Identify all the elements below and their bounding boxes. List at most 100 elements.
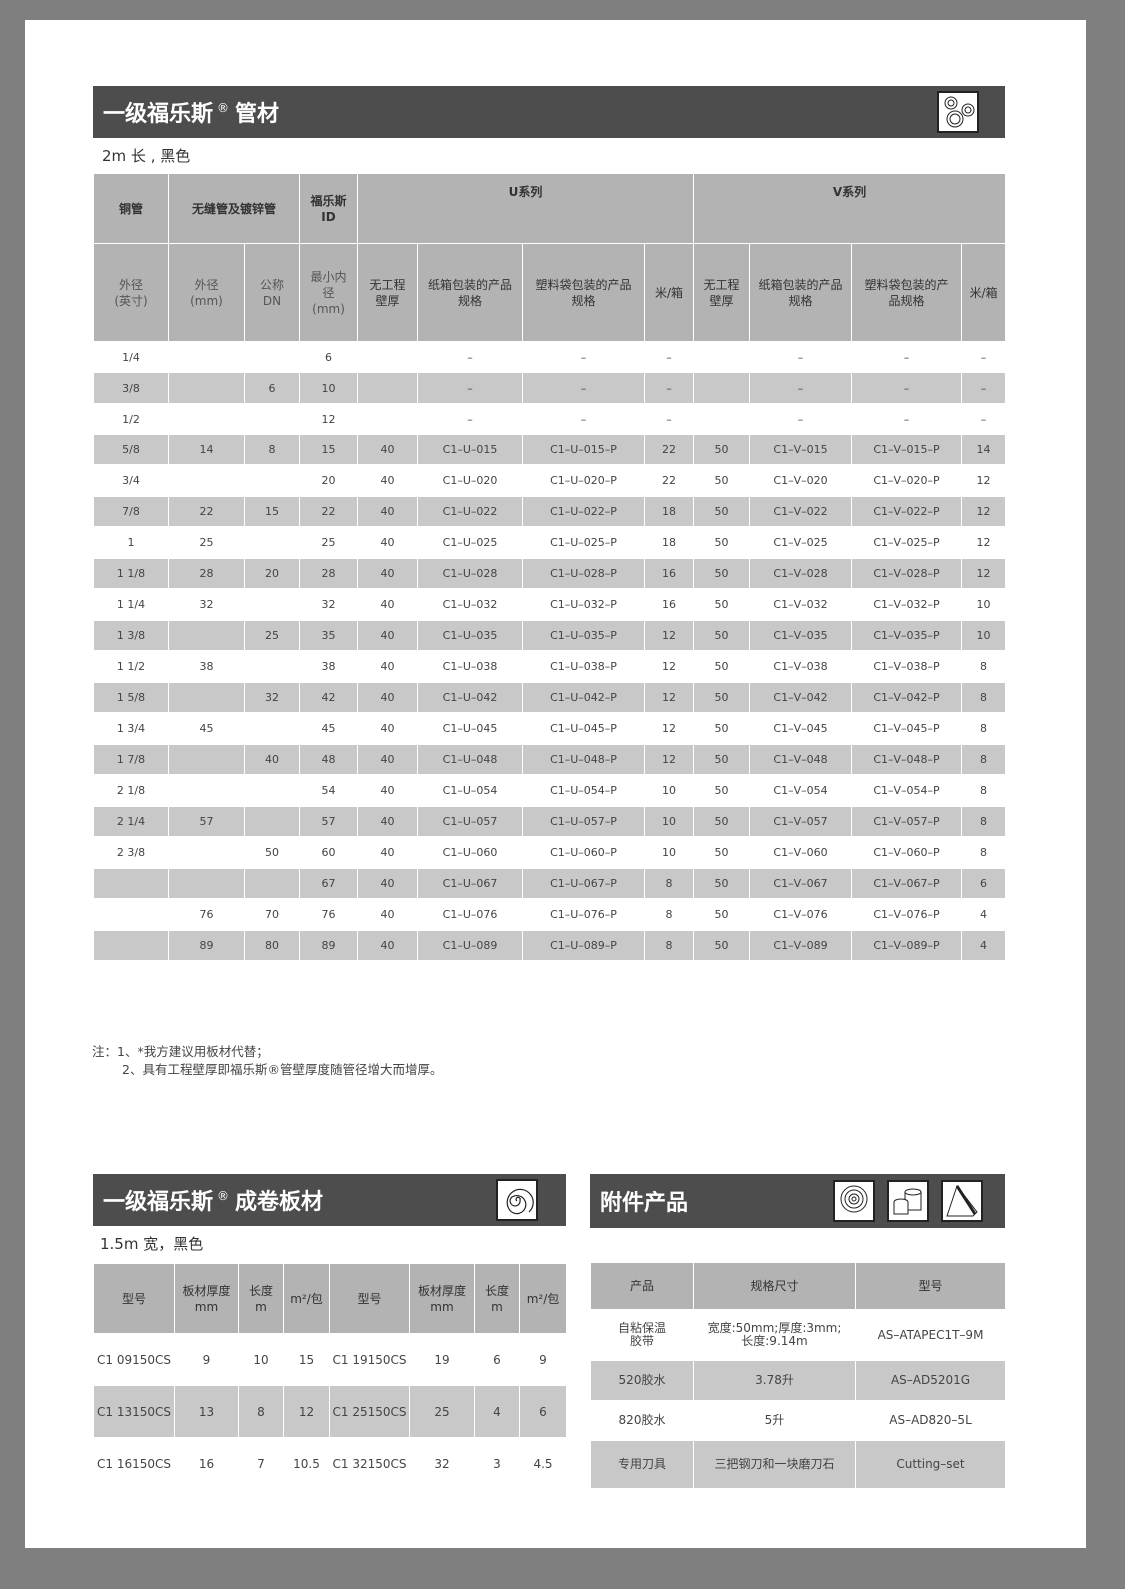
table-cell: C1–U–054: [417, 774, 524, 807]
table-row: C1 13150CS 13 8 12 C1 25150CS 25 4 6: [93, 1385, 567, 1438]
table-cell: 89: [299, 930, 359, 961]
table-cell: –: [417, 403, 524, 435]
table-cell: C1–U–054–P: [522, 774, 646, 807]
table-cell: 25: [168, 526, 245, 559]
table-cell: [243, 650, 301, 683]
column-header: 板材厚度 mm: [174, 1263, 239, 1334]
table-cell: [357, 341, 419, 373]
table-cell: C1 32150CS: [329, 1437, 410, 1490]
table-cell: 40: [357, 836, 419, 869]
table-cell: 1: [93, 526, 169, 559]
table-cell: 12: [644, 620, 695, 651]
table-cell: 8: [961, 744, 1007, 775]
column-header: 规格尺寸: [693, 1262, 856, 1310]
table-cell: C1–V–038–P: [851, 650, 963, 683]
table-cell: 32: [243, 682, 301, 713]
table-cell: C1–V–015: [749, 434, 853, 465]
table-cell: 4.5: [519, 1437, 567, 1490]
table-cell: C1–U–045–P: [522, 712, 646, 745]
table-cell: 40: [357, 620, 419, 651]
table-cell: C1–U–022–P: [522, 496, 646, 527]
table-cell: C1–U–060–P: [522, 836, 646, 869]
table-row: 2 3/8 50 60 40 C1–U–060 C1–U–060–P 10 50 C1–V–06…: [93, 836, 1007, 869]
table-cell: AS–AD820–5L: [855, 1400, 1006, 1441]
table-cell: C1–V–022–P: [851, 496, 963, 527]
table-cell: 45: [168, 712, 245, 745]
table-cell: –: [961, 403, 1007, 435]
table-cell: 2 3/8: [93, 836, 169, 869]
table-row: 820胶水 5升 AS–AD820–5L: [590, 1400, 1006, 1441]
table-cell: 18: [644, 526, 695, 559]
table-cell: C1–U–057–P: [522, 806, 646, 837]
table-cell: AS–ATAPEC1T–9M: [855, 1309, 1006, 1361]
table-row: 1/4 6– – – – – –: [93, 341, 1007, 373]
table-cell: C1–V–032: [749, 588, 853, 621]
table-cell: 57: [168, 806, 245, 837]
table-cell: 5/8: [93, 434, 169, 465]
registered-mark: ®: [217, 101, 230, 115]
table-cell: [168, 744, 245, 775]
table-cell: 8: [644, 868, 695, 899]
table-cell: 3.78升: [693, 1360, 856, 1401]
table-row: 7/8 22 15 22 40 C1–U–022 C1–U–022–P 18 50 C1–V–02…: [93, 496, 1007, 527]
table-cell: –: [522, 341, 646, 373]
column-header: 外径 (mm): [168, 243, 245, 342]
table-cell: 38: [299, 650, 359, 683]
table-cell: C1–U–022: [417, 496, 524, 527]
table-cell: [243, 868, 301, 899]
notes: 注：1、*我方建议用板材代替； 2、具有工程壁厚即福乐斯®管壁厚度随管径增大而增…: [92, 1043, 442, 1079]
table-cell: 40: [357, 744, 419, 775]
sheet-title: 一级福乐斯: [103, 1190, 214, 1215]
header-seamless: 无缝管及镀锌管: [167, 173, 301, 244]
table-cell: 13: [174, 1385, 239, 1438]
knife-icon: [941, 1180, 983, 1222]
table-cell: 1/2: [93, 403, 169, 435]
table-cell: 45: [299, 712, 359, 745]
table-cell: C1–U–076–P: [522, 898, 646, 931]
roll-icon: [496, 1179, 538, 1221]
table-cell: 25: [299, 526, 359, 559]
table-cell: C1–U–048: [417, 744, 524, 775]
table-cell: C1–U–076: [417, 898, 524, 931]
table-cell: 10: [644, 806, 695, 837]
column-header: 纸箱包装的产品 规格: [417, 243, 524, 342]
table-cell: C1–V–032–P: [851, 588, 963, 621]
glue-can-icon: [887, 1180, 929, 1222]
table-cell: 2 1/8: [93, 774, 169, 807]
table-cell: 67: [299, 868, 359, 899]
table-cell: 40: [357, 434, 419, 465]
table-cell: C1–V–020–P: [851, 464, 963, 497]
table-cell: C1–V–015–P: [851, 434, 963, 465]
table-cell: C1–U–032: [417, 588, 524, 621]
table-cell: 专用刀具: [590, 1440, 694, 1489]
header-u-series: U系列: [357, 173, 695, 244]
table-cell: 10: [961, 620, 1007, 651]
table-cell: 4: [961, 930, 1007, 961]
table-cell: –: [749, 372, 853, 404]
note-1: 注：1、*我方建议用板材代替；: [92, 1044, 269, 1059]
table-cell: 8: [644, 930, 695, 961]
table-cell: 4: [474, 1385, 520, 1438]
table-cell: 1 5/8: [93, 682, 169, 713]
table-cell: 9: [519, 1333, 567, 1386]
table-cell: 10.5: [283, 1437, 330, 1490]
table-cell: [168, 682, 245, 713]
table-cell: 1 3/4: [93, 712, 169, 745]
table-cell: 6: [474, 1333, 520, 1386]
table-cell: 8: [961, 712, 1007, 745]
table-cell: 12: [644, 682, 695, 713]
table-cell: 50: [693, 712, 751, 745]
table-cell: 40: [357, 464, 419, 497]
table-cell: 19: [409, 1333, 475, 1386]
table-row: 1/2 12– – – – – –: [93, 403, 1007, 435]
table-cell: 1 7/8: [93, 744, 169, 775]
table-cell: C1–U–025–P: [522, 526, 646, 559]
table-cell: C1–V–042–P: [851, 682, 963, 713]
column-header: 最小内 径 (mm): [299, 243, 359, 342]
table-cell: [168, 341, 245, 373]
table-cell: C1–U–060: [417, 836, 524, 869]
table-cell: [168, 464, 245, 497]
table-cell: C1–V–089–P: [851, 930, 963, 961]
column-header: 米/箱: [961, 243, 1007, 342]
table-row: 76 70 76 40 C1–U–076 C1–U–076–P 8 50 C1–V–076 C1–…: [93, 898, 1007, 931]
